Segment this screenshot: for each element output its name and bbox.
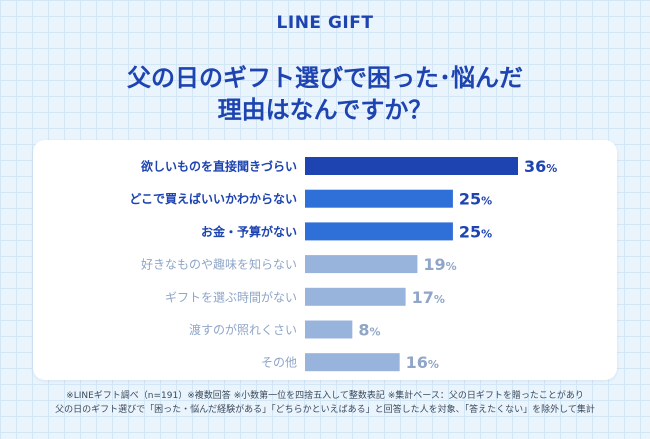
category-label: 欲しいものを直接聞きづらい [140, 159, 297, 174]
chart-title-line-2: 理由はなんですか？ [217, 96, 433, 124]
value-label: 16% [406, 353, 439, 372]
bar [305, 353, 400, 372]
chart-title-line-1: 父の日のギフト選びで困った･悩んだ [127, 64, 523, 92]
bar [305, 157, 518, 175]
category-label: 好きなものや趣味を知らない [141, 257, 297, 272]
value-label: 8% [358, 321, 380, 340]
brand-logo: LINE GIFT [276, 13, 374, 33]
category-label: お金・予算がない [201, 224, 297, 239]
value-label: 25% [459, 190, 492, 209]
value-label: 36% [524, 157, 557, 176]
category-label: どこで買えばいいかわからない [129, 191, 297, 206]
bar [305, 287, 406, 306]
bar [305, 189, 453, 208]
chart-card: 欲しいものを直接聞きづらい 36% どこで買えばいいかわからない 25% お金・予算がな… [33, 140, 617, 380]
category-label: ギフトを選ぶ時間がない [165, 289, 297, 304]
footnote-line-2: 父の日のギフト選びで「困った・悩んだ経験がある」「どちらかといえばある」と回答し… [55, 405, 595, 415]
chart-title: 父の日のギフト選びで困った･悩んだ 理由はなんですか？ [0, 62, 650, 126]
footnote-line-1: ※LINEギフト調べ（n=191）※複数回答 ※小数第一位を四捨五入して整数表記… [66, 391, 584, 401]
bar [305, 222, 453, 241]
category-label: 渡すのが照れくさい [189, 322, 297, 337]
footnote: ※LINEギフト調べ（n=191）※複数回答 ※小数第一位を四捨五入して整数表記… [0, 389, 650, 417]
value-label: 17% [412, 288, 445, 307]
category-label: その他 [261, 356, 297, 370]
bar-chart: 欲しいものを直接聞きづらい 36% どこで買えばいいかわからない 25% お金・予算がな… [129, 157, 557, 372]
bar [305, 255, 418, 274]
value-label: 25% [459, 222, 492, 241]
bar [305, 320, 353, 339]
value-label: 19% [423, 255, 456, 274]
